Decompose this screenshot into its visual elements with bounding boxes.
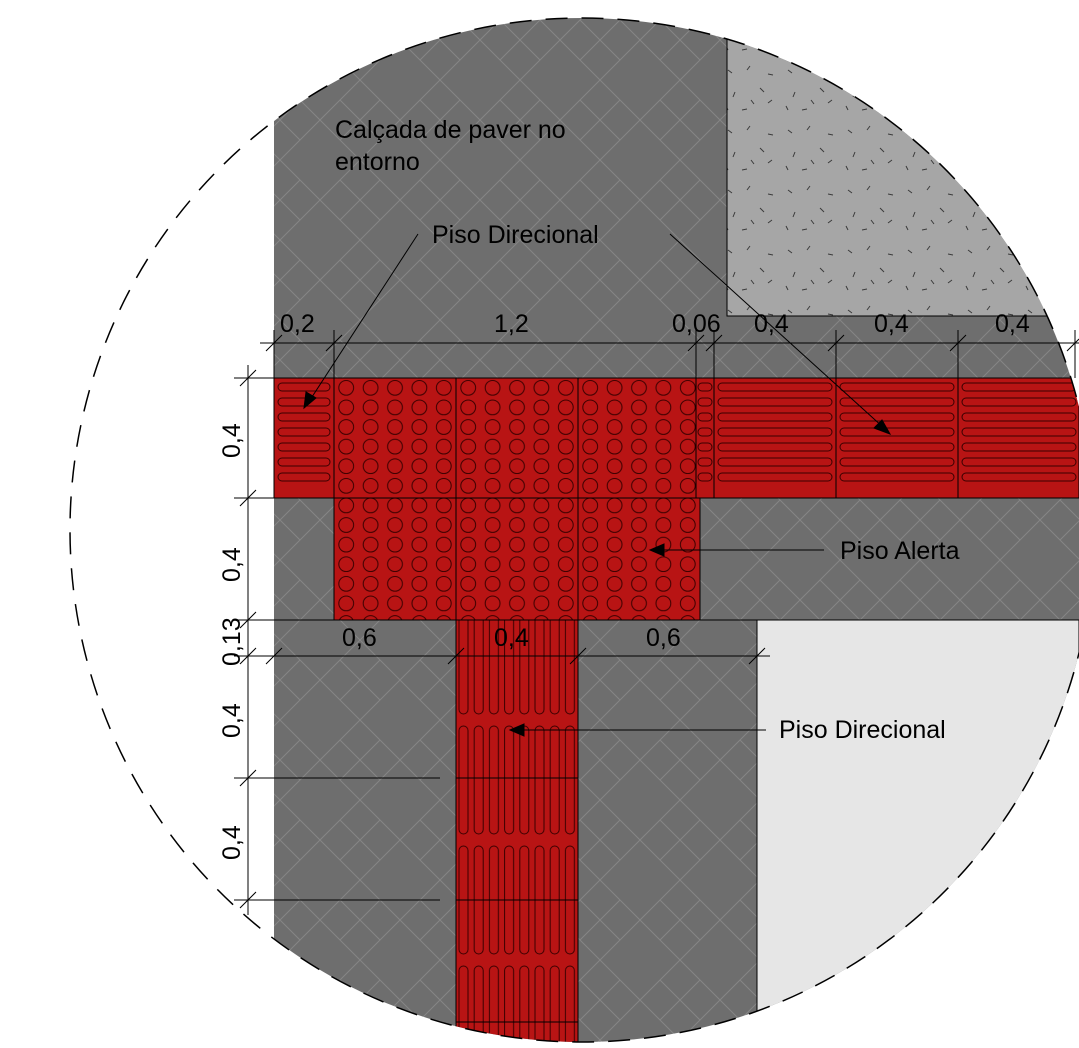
dim-left-0: 0,4: [218, 423, 246, 458]
dim-top-3: 0,4: [754, 310, 789, 338]
directional-right-bars: [717, 382, 1077, 482]
detail-circle: [69, 17, 1079, 1043]
dim-mid-2: 0,6: [646, 624, 681, 652]
dim-mid-0: 0,6: [342, 624, 377, 652]
directional-left-bars: [277, 382, 331, 482]
alert-tiles: [333, 377, 701, 621]
street-area: [756, 619, 1079, 1042]
directional-strip-vertical: [455, 619, 579, 1042]
dim-top-0: 0,2: [280, 310, 315, 338]
dim-top-4: 0,4: [874, 310, 909, 338]
label-directional-bottom: Piso Direcional: [779, 716, 946, 744]
label-surroundings-line1: Calçada de paver no: [335, 116, 566, 144]
leader-directional-top: [303, 233, 892, 435]
dim-left-3: 0,4: [218, 703, 246, 738]
dim-top-5: 0,4: [995, 310, 1030, 338]
alert-tile-grid: [334, 378, 700, 620]
leader-directional-bottom: [508, 723, 766, 737]
dimension-left: [234, 365, 440, 915]
dim-left-4: 0,4: [218, 825, 246, 860]
dimension-top: [260, 330, 1079, 378]
label-surroundings-line2: entorno: [335, 148, 420, 176]
dim-left-2: 0,13: [218, 617, 246, 666]
dim-top-2: 0,06: [672, 310, 721, 338]
leader-alert: [648, 543, 824, 557]
directional-strip-left: [273, 377, 335, 499]
concrete-area: [726, 18, 1079, 317]
dim-top-1: 1,2: [494, 310, 529, 338]
label-directional-top: Piso Direcional: [432, 221, 599, 249]
directional-strip-right: [713, 377, 1079, 499]
label-alert: Piso Alerta: [840, 537, 960, 565]
dim-left-1: 0,4: [218, 547, 246, 582]
dim-mid-1: 0,4: [494, 624, 529, 652]
dimension-middle: [248, 640, 770, 672]
